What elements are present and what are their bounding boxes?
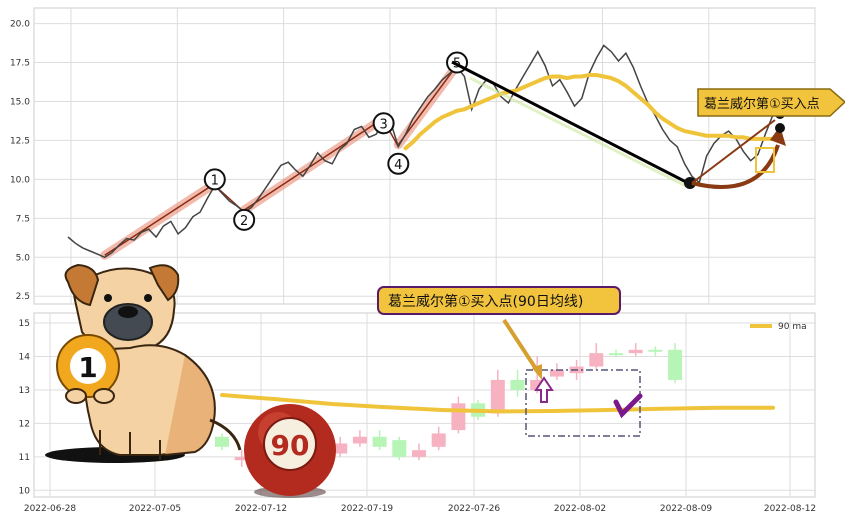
wave-marker [387,152,410,175]
date-tick-label: 2022-07-12 [235,504,287,514]
candle-body [510,379,525,390]
candle-tick-label: 13 [19,386,30,396]
candle-tick-label: 14 [19,352,31,362]
candle-body [372,436,387,447]
candle-body [589,353,604,367]
date-tick-label: 2022-08-02 [554,504,606,514]
annotation-pointer [502,318,540,374]
mid-annotation-text: 葛兰威尔第①买入点(90日均线) [388,293,583,310]
candle-tick-label: 12 [19,419,30,429]
wave-marker [203,168,226,191]
wave-marker-label: 4 [394,158,402,173]
up-arrow-icon [534,376,554,403]
candle-body [648,349,663,352]
ma90-line [220,393,775,414]
candle-body [333,443,348,454]
wave-marker-label: 3 [379,117,387,132]
ball-1-icon: 1 [56,334,120,404]
price-tick-label: 20.0 [10,20,30,30]
highlight-box [755,147,775,173]
mid-annotation: 葛兰威尔第①买入点(90日均线) [377,286,621,315]
price-tick-label: 5.0 [16,253,31,263]
top-annotation-text: 葛兰威尔第①买入点 [704,97,820,112]
candle-body [412,450,426,457]
candle-body [431,433,446,447]
ball-90-label: 90 [271,429,310,462]
trend-line [104,182,216,256]
date-axis: 2022-06-28 2022-07-05 2022-07-12 2022-07-19… [24,504,816,514]
price-y-axis: 2.5 5.0 7.5 10.0 12.5 15.0 17.5 20.0 [10,20,30,303]
candle-body [628,349,643,354]
candle-body [234,456,249,461]
ball-1-label: 1 [78,351,97,384]
ma-line [403,73,782,151]
annotation-pointer-head [532,364,542,380]
wave-marker-label: 2 [240,214,248,229]
candle-body [352,436,367,444]
price-tick-label: 10.0 [10,175,30,185]
candle-body [609,353,623,356]
price-tick-label: 15.0 [10,97,30,107]
target-dot-2 [775,123,785,133]
wave-marker-label: 1 [211,173,219,188]
candle-tick-label: 11 [19,453,30,463]
check-icon [613,393,643,419]
trend-line [397,64,458,146]
wave-marker [372,112,395,135]
date-tick-label: 2022-07-05 [129,504,181,514]
candle-y-axis: 10 11 12 13 14 15 [19,319,31,496]
price-line [67,44,781,259]
legend-label: 90 ma [778,322,807,332]
candle-body [549,369,564,377]
rebound-arrow-head [770,126,786,146]
date-tick-label: 2022-08-09 [660,504,713,514]
candle-body [530,379,545,390]
date-tick-label: 2022-07-19 [341,504,394,514]
buy-point-dot [684,177,696,189]
wave-marker [233,208,256,231]
legend: 90 ma [750,322,807,332]
candle-body [215,436,229,447]
price-tick-label: 2.5 [16,292,30,302]
rebound-arrow-line [691,119,776,184]
buy-box [525,369,641,437]
decline-shadow [469,76,691,190]
top-annotation: 葛兰威尔第①买入点 [697,88,845,117]
ball-90-icon: 90 [244,404,336,498]
price-tick-label: 12.5 [10,136,30,146]
trend-line [243,117,385,211]
candle-body [451,403,466,431]
date-tick-label: 2022-06-28 [24,504,77,514]
candle-tick-label: 10 [19,486,31,496]
date-tick-label: 2022-08-12 [764,504,816,514]
price-panel [33,7,816,305]
candle-body [668,349,683,380]
price-tick-label: 17.5 [10,59,30,69]
candle-body [392,440,407,457]
price-tick-label: 7.5 [16,214,30,224]
candle-tick-label: 15 [19,319,30,329]
decline-line [451,60,691,186]
candle-body [490,379,505,414]
date-tick-label: 2022-07-26 [448,504,501,514]
